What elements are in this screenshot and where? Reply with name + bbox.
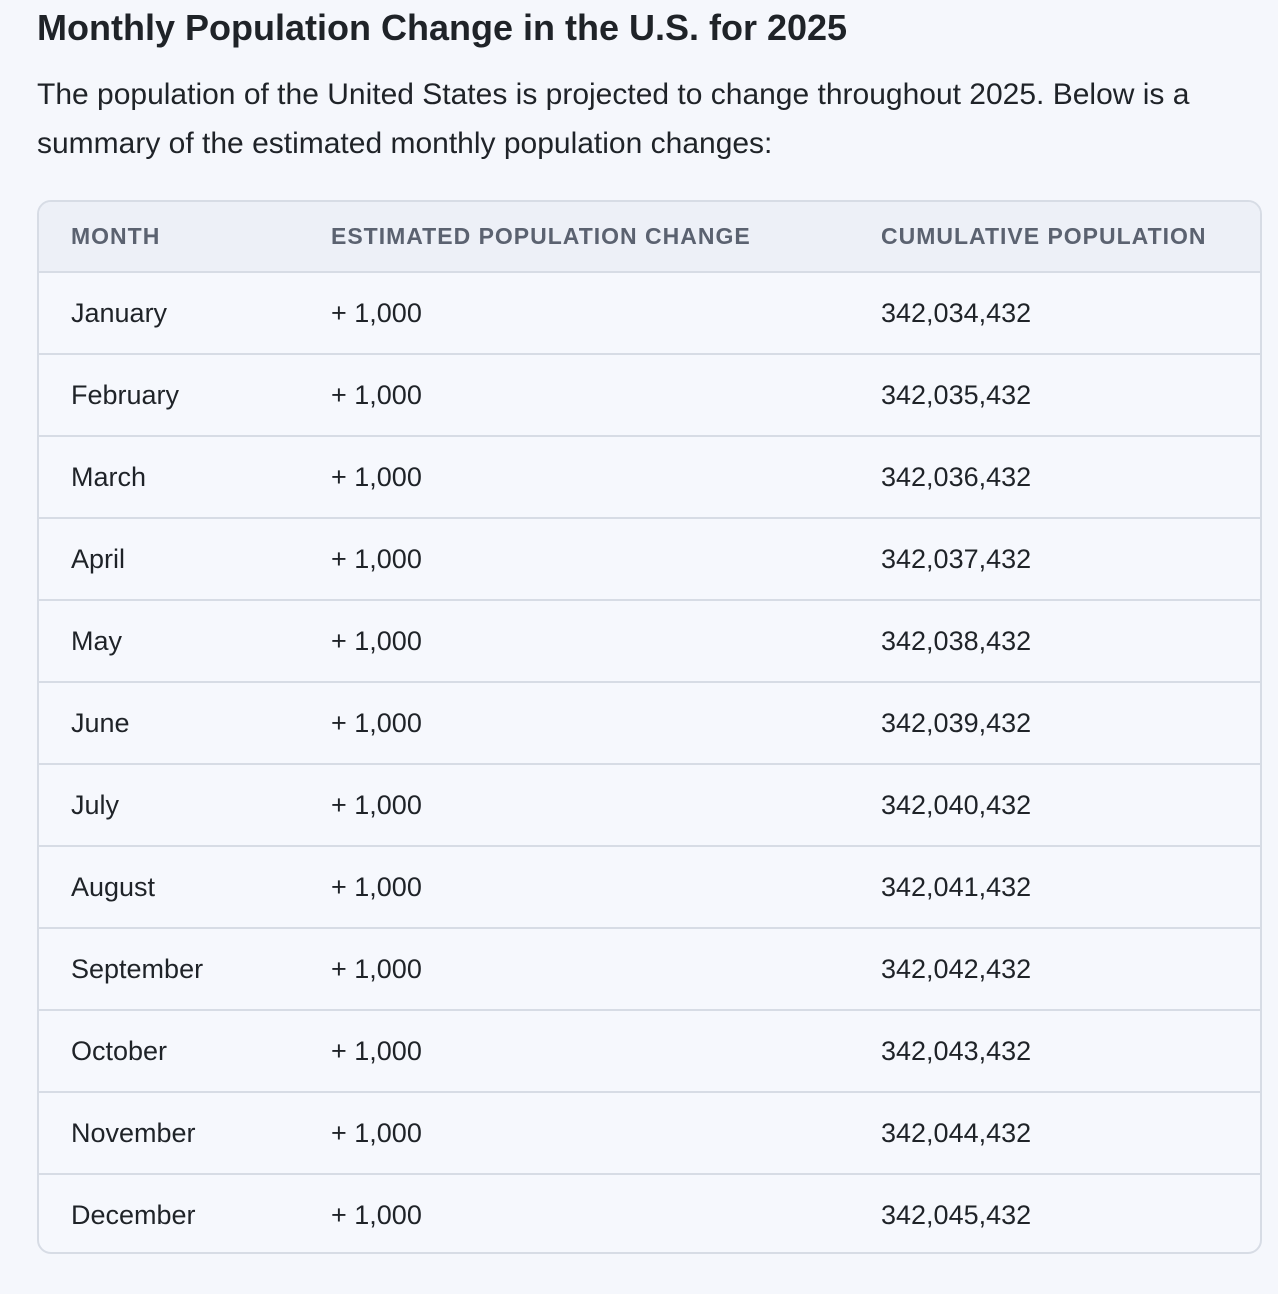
cell-change: + 1,000 [331, 297, 422, 328]
cell-month: October [39, 1009, 331, 1092]
cell-month: December [39, 1173, 331, 1252]
cell-cumulative: 342,037,432 [881, 517, 1260, 600]
cell-change: + 1,000 [331, 681, 881, 764]
header-cumulative-population: CUMULATIVE POPULATION [881, 202, 1260, 273]
cell-cumulative: 342,034,432 [881, 297, 1032, 328]
table-row: April + 1,000 342,037,432 [39, 517, 1260, 600]
cell-cumulative: 342,039,432 [881, 681, 1260, 764]
cell-cumulative: 342,044,432 [881, 1091, 1260, 1174]
cell-change: + 1,000 [331, 845, 881, 928]
header-estimated-change: ESTIMATED POPULATION CHANGE [331, 202, 881, 273]
table-row: December + 1,000 342,045,432 [39, 1173, 1260, 1252]
table-row: June + 1,000 342,039,432 [39, 681, 1260, 764]
cell-change: + 1,000 [331, 927, 881, 1010]
intro-paragraph: The population of the United States is p… [37, 78, 1190, 160]
cell-change: + 1,000 [331, 353, 881, 436]
cell-month: January [71, 297, 168, 328]
cell-change: + 1,000 [331, 599, 881, 682]
cell-cumulative: 342,043,432 [881, 1009, 1260, 1092]
header-month: MONTH [39, 202, 331, 273]
table-row: May + 1,000 342,038,432 [39, 599, 1260, 682]
cell-month: September [39, 927, 331, 1010]
table-row: July + 1,000 342,040,432 [39, 763, 1260, 846]
table-header-row: MONTH ESTIMATED POPULATION CHANGE CUMULA… [39, 202, 1260, 273]
cell-cumulative: 342,040,432 [881, 763, 1260, 846]
population-table-container: MONTH ESTIMATED POPULATION CHANGE CUMULA… [37, 200, 1262, 1254]
table-row: November + 1,000 342,044,432 [39, 1091, 1260, 1174]
cell-month: July [39, 763, 331, 846]
table-row: September + 1,000 342,042,432 [39, 927, 1260, 1010]
cell-change: + 1,000 [331, 517, 881, 600]
population-table: MONTH ESTIMATED POPULATION CHANGE CUMULA… [39, 202, 1260, 1252]
cell-cumulative: 342,045,432 [881, 1173, 1260, 1252]
cell-month: March [39, 435, 331, 518]
cell-change: + 1,000 [331, 763, 881, 846]
cell-change: + 1,000 [331, 1009, 881, 1092]
table-body: January + 1,000 342,034,432 February + 1… [39, 272, 1260, 1252]
table-row: March + 1,000 342,036,432 [39, 435, 1260, 518]
cell-cumulative: 342,038,432 [881, 599, 1260, 682]
table-row: January + 1,000 342,034,432 [39, 272, 1260, 354]
cell-cumulative: 342,035,432 [881, 353, 1260, 436]
cell-change: + 1,000 [331, 1173, 881, 1252]
page-title: Monthly Population Change in the U.S. fo… [37, 7, 848, 48]
table-row: August + 1,000 342,041,432 [39, 845, 1260, 928]
cell-month: May [39, 599, 331, 682]
cell-month: February [39, 353, 331, 436]
cell-month: November [39, 1091, 331, 1174]
cell-month: April [39, 517, 331, 600]
cell-month: June [39, 681, 331, 764]
cell-change: + 1,000 [331, 1091, 881, 1174]
table-row: February + 1,000 342,035,432 [39, 353, 1260, 436]
cell-cumulative: 342,036,432 [881, 435, 1260, 518]
table-row: October + 1,000 342,043,432 [39, 1009, 1260, 1092]
cell-cumulative: 342,041,432 [881, 845, 1260, 928]
cell-month: August [39, 845, 331, 928]
cell-change: + 1,000 [331, 435, 881, 518]
cell-cumulative: 342,042,432 [881, 927, 1260, 1010]
